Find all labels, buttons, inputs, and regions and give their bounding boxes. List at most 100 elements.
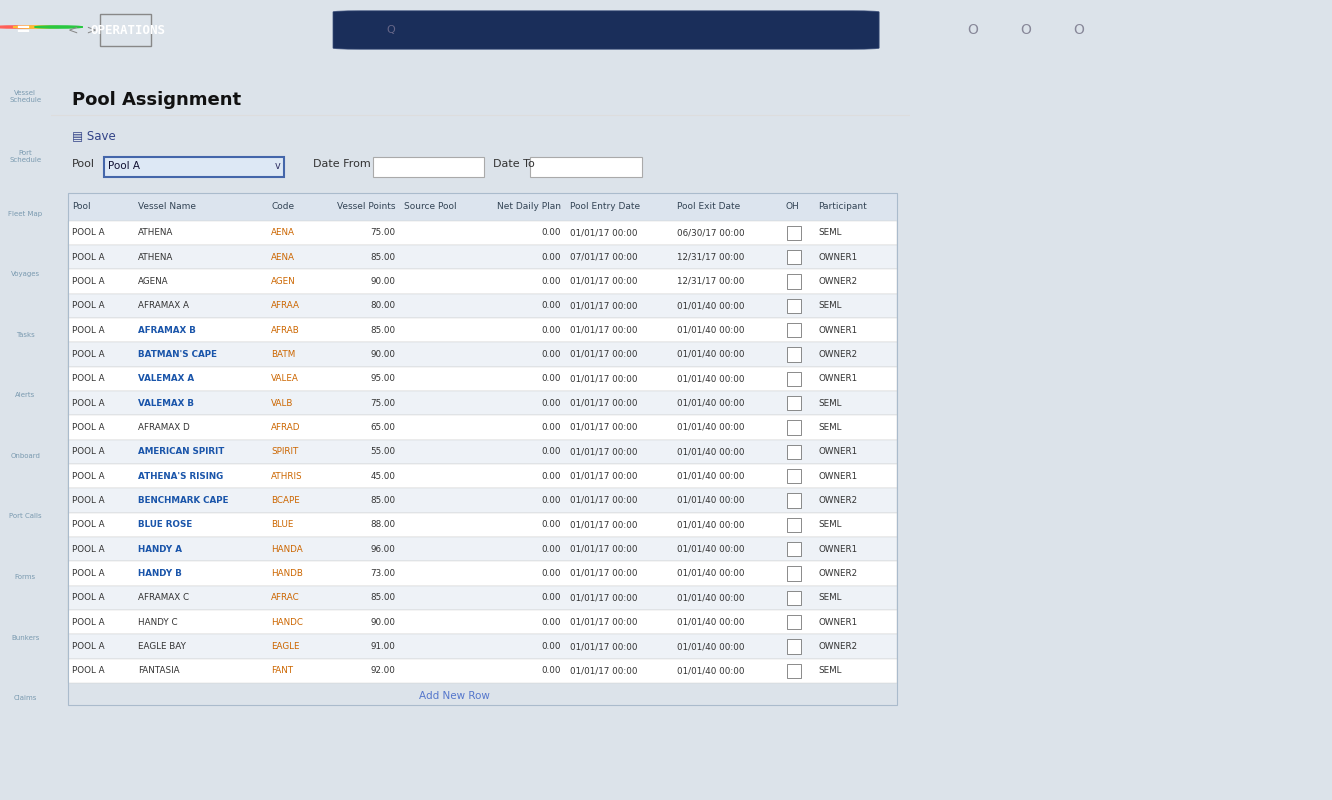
Circle shape — [13, 26, 61, 28]
FancyBboxPatch shape — [68, 245, 896, 269]
Text: AENA: AENA — [272, 253, 296, 262]
Text: BLUE: BLUE — [272, 520, 293, 530]
Text: POOL A: POOL A — [72, 666, 105, 675]
Text: 0.00: 0.00 — [541, 472, 561, 481]
Text: 0.00: 0.00 — [541, 545, 561, 554]
Text: BCAPE: BCAPE — [272, 496, 300, 505]
FancyBboxPatch shape — [787, 298, 801, 313]
Text: BATMAN'S CAPE: BATMAN'S CAPE — [139, 350, 217, 359]
FancyBboxPatch shape — [68, 464, 896, 488]
FancyBboxPatch shape — [68, 488, 896, 513]
Text: SEML: SEML — [818, 302, 842, 310]
FancyBboxPatch shape — [68, 194, 896, 221]
Text: AFRAC: AFRAC — [272, 594, 300, 602]
Text: =: = — [15, 21, 31, 39]
Text: SEML: SEML — [818, 398, 842, 407]
FancyBboxPatch shape — [68, 415, 896, 440]
FancyBboxPatch shape — [787, 347, 801, 362]
FancyBboxPatch shape — [68, 269, 896, 294]
Text: 01/01/17 00:00: 01/01/17 00:00 — [570, 569, 637, 578]
Text: Port
Schedule: Port Schedule — [9, 150, 41, 163]
Text: 85.00: 85.00 — [370, 326, 396, 334]
Text: Onboard: Onboard — [11, 453, 40, 459]
Text: 01/01/40 00:00: 01/01/40 00:00 — [677, 374, 745, 383]
Text: VALEMAX B: VALEMAX B — [139, 398, 194, 407]
Text: Forms: Forms — [15, 574, 36, 580]
FancyBboxPatch shape — [787, 274, 801, 289]
FancyBboxPatch shape — [787, 226, 801, 240]
Text: Source Pool: Source Pool — [404, 202, 457, 211]
Text: AFRAA: AFRAA — [272, 302, 300, 310]
Text: Pool Entry Date: Pool Entry Date — [570, 202, 639, 211]
Text: 01/01/17 00:00: 01/01/17 00:00 — [570, 326, 637, 334]
Text: AFRAMAX B: AFRAMAX B — [139, 326, 196, 334]
Text: 0.00: 0.00 — [541, 374, 561, 383]
Text: OWNER1: OWNER1 — [818, 374, 858, 383]
Text: 01/01/17 00:00: 01/01/17 00:00 — [570, 374, 637, 383]
Text: 0.00: 0.00 — [541, 496, 561, 505]
FancyBboxPatch shape — [68, 342, 896, 366]
Text: BENCHMARK CAPE: BENCHMARK CAPE — [139, 496, 229, 505]
Text: Code: Code — [272, 202, 294, 211]
FancyBboxPatch shape — [68, 366, 896, 391]
Text: HANDB: HANDB — [272, 569, 302, 578]
Text: 01/01/17 00:00: 01/01/17 00:00 — [570, 618, 637, 626]
Text: 01/01/17 00:00: 01/01/17 00:00 — [570, 472, 637, 481]
Text: AFRAMAX C: AFRAMAX C — [139, 594, 189, 602]
Text: AGENA: AGENA — [139, 277, 169, 286]
Text: O: O — [1074, 23, 1084, 37]
Text: 01/01/40 00:00: 01/01/40 00:00 — [677, 326, 745, 334]
Text: 0.00: 0.00 — [541, 253, 561, 262]
Text: ATHENA: ATHENA — [139, 228, 173, 237]
Text: 75.00: 75.00 — [370, 398, 396, 407]
FancyBboxPatch shape — [373, 157, 485, 177]
Text: EAGLE BAY: EAGLE BAY — [139, 642, 186, 651]
Text: POOL A: POOL A — [72, 496, 105, 505]
Text: ATHENA'S RISING: ATHENA'S RISING — [139, 472, 224, 481]
Text: 01/01/17 00:00: 01/01/17 00:00 — [570, 277, 637, 286]
Text: 85.00: 85.00 — [370, 496, 396, 505]
FancyBboxPatch shape — [68, 294, 896, 318]
Text: Date To: Date To — [493, 159, 535, 169]
Text: 01/01/40 00:00: 01/01/40 00:00 — [677, 569, 745, 578]
Text: EAGLE: EAGLE — [272, 642, 300, 651]
Text: 88.00: 88.00 — [370, 520, 396, 530]
FancyBboxPatch shape — [787, 250, 801, 264]
Text: 01/01/40 00:00: 01/01/40 00:00 — [677, 642, 745, 651]
FancyBboxPatch shape — [68, 318, 896, 342]
Text: HANDC: HANDC — [272, 618, 304, 626]
Circle shape — [0, 26, 40, 28]
Text: POOL A: POOL A — [72, 545, 105, 554]
Text: 01/01/17 00:00: 01/01/17 00:00 — [570, 642, 637, 651]
Text: Claims: Claims — [13, 695, 37, 701]
Text: BATM: BATM — [272, 350, 296, 359]
Text: SEML: SEML — [818, 666, 842, 675]
FancyBboxPatch shape — [68, 658, 896, 683]
FancyBboxPatch shape — [68, 562, 896, 586]
Text: Net Daily Plan: Net Daily Plan — [497, 202, 561, 211]
Text: 01/01/40 00:00: 01/01/40 00:00 — [677, 520, 745, 530]
Circle shape — [35, 26, 83, 28]
Text: Pool A: Pool A — [108, 161, 140, 171]
Text: POOL A: POOL A — [72, 520, 105, 530]
FancyBboxPatch shape — [68, 391, 896, 415]
Text: 0.00: 0.00 — [541, 642, 561, 651]
Text: OWNER1: OWNER1 — [818, 447, 858, 456]
Text: Date From: Date From — [313, 159, 370, 169]
Text: 12/31/17 00:00: 12/31/17 00:00 — [677, 277, 745, 286]
Text: OWNER1: OWNER1 — [818, 472, 858, 481]
Text: 45.00: 45.00 — [370, 472, 396, 481]
Text: POOL A: POOL A — [72, 326, 105, 334]
Text: POOL A: POOL A — [72, 302, 105, 310]
Text: Fleet Map: Fleet Map — [8, 210, 43, 217]
Text: POOL A: POOL A — [72, 277, 105, 286]
Text: AFRAMAX A: AFRAMAX A — [139, 302, 189, 310]
Text: 01/01/17 00:00: 01/01/17 00:00 — [570, 545, 637, 554]
Text: 01/01/17 00:00: 01/01/17 00:00 — [570, 350, 637, 359]
Text: 01/01/17 00:00: 01/01/17 00:00 — [570, 302, 637, 310]
Text: Pool Assignment: Pool Assignment — [72, 91, 241, 109]
FancyBboxPatch shape — [68, 221, 896, 245]
Text: Alerts: Alerts — [15, 392, 36, 398]
Text: VALEA: VALEA — [272, 374, 298, 383]
FancyBboxPatch shape — [530, 157, 642, 177]
